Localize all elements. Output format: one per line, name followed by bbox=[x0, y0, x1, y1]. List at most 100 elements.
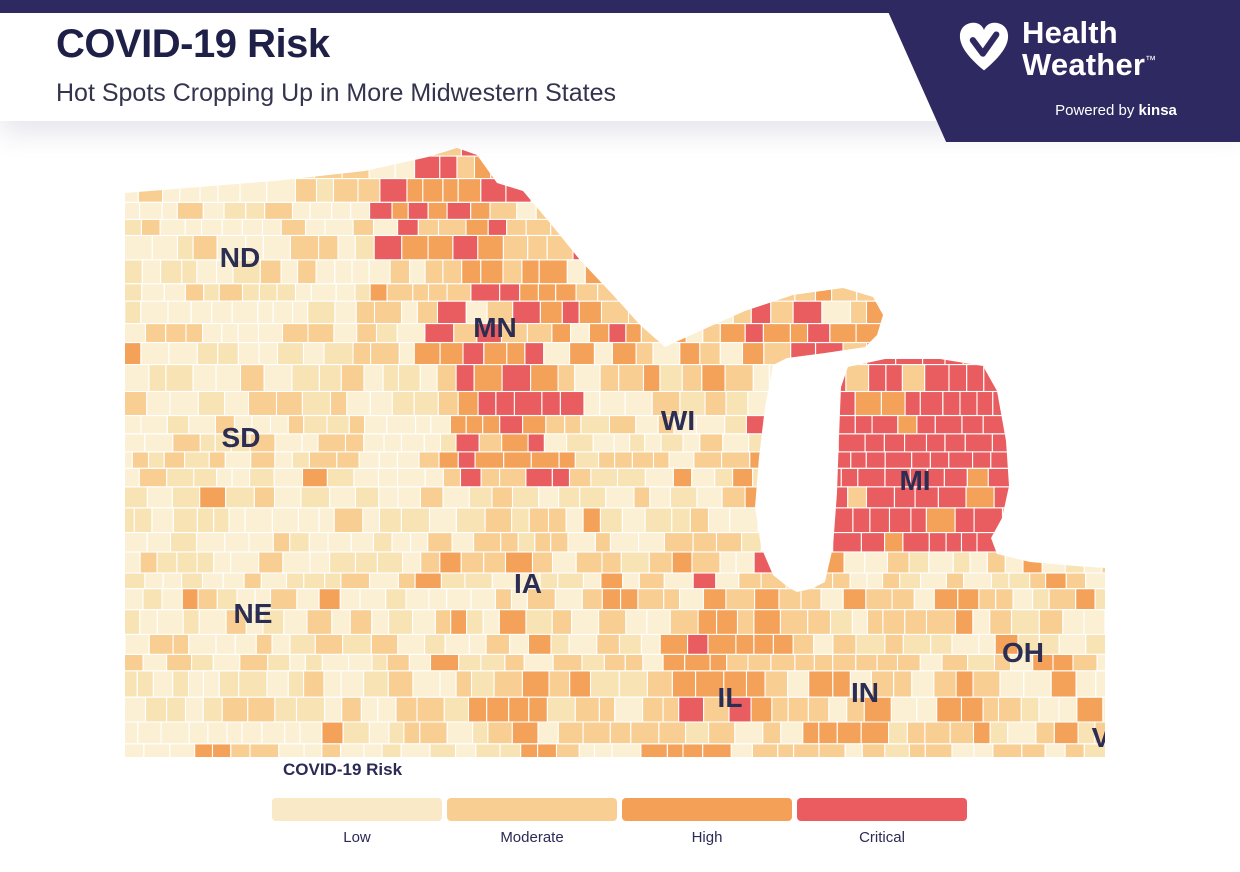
county-cell bbox=[854, 415, 873, 435]
county-cell bbox=[685, 323, 704, 344]
county-cell bbox=[593, 743, 613, 757]
heart-logo-icon bbox=[959, 22, 1009, 71]
county-cell bbox=[959, 390, 978, 417]
county-cell bbox=[992, 323, 1016, 344]
county-cell bbox=[456, 155, 476, 180]
county-cell bbox=[691, 155, 721, 180]
county-cell bbox=[163, 451, 186, 469]
county-cell bbox=[511, 486, 540, 509]
county-cell bbox=[439, 551, 462, 574]
county-cell bbox=[899, 148, 925, 157]
county-cell bbox=[684, 300, 705, 325]
county-cell bbox=[125, 507, 135, 534]
county-cell bbox=[945, 572, 965, 590]
brand-tagline-prefix: Powered by bbox=[1055, 102, 1139, 119]
county-cell bbox=[615, 218, 642, 237]
county-cell bbox=[753, 551, 778, 574]
county-cell bbox=[578, 300, 603, 325]
county-cell bbox=[125, 670, 138, 698]
county-cell bbox=[294, 283, 312, 302]
county-cell bbox=[437, 218, 467, 237]
county-cell bbox=[682, 743, 704, 757]
county-cell bbox=[489, 148, 517, 157]
county-cell bbox=[551, 551, 577, 574]
county-cell bbox=[318, 234, 339, 261]
county-cell bbox=[333, 323, 358, 344]
county-cell bbox=[428, 507, 457, 534]
county-cell bbox=[642, 234, 659, 261]
county-cell bbox=[588, 218, 617, 237]
county-cell bbox=[719, 551, 737, 574]
county-cell bbox=[378, 486, 399, 509]
county-cell bbox=[1086, 415, 1105, 435]
county-cell bbox=[222, 572, 245, 590]
county-cell bbox=[342, 148, 360, 157]
county-cell bbox=[412, 283, 430, 302]
county-cell bbox=[314, 633, 344, 655]
county-cell bbox=[936, 696, 963, 723]
county-cell bbox=[208, 451, 226, 469]
county-cell bbox=[218, 155, 239, 180]
county-cell bbox=[482, 415, 501, 435]
county-cell bbox=[642, 696, 664, 723]
county-cell bbox=[505, 178, 532, 203]
county-cell bbox=[687, 633, 709, 655]
county-cell bbox=[1096, 653, 1105, 672]
county-cell bbox=[752, 467, 782, 488]
county-cell bbox=[218, 283, 244, 302]
county-cell bbox=[185, 323, 204, 344]
county-cell bbox=[1032, 148, 1054, 157]
county-cell bbox=[125, 364, 150, 393]
county-cell bbox=[363, 433, 385, 453]
county-cell bbox=[266, 178, 297, 203]
county-cell bbox=[660, 148, 689, 157]
county-cell bbox=[1040, 234, 1064, 261]
county-cell bbox=[309, 551, 331, 574]
county-cell bbox=[557, 572, 585, 590]
county-cell bbox=[166, 696, 187, 723]
county-cell bbox=[580, 415, 611, 435]
county-cell bbox=[582, 507, 602, 534]
county-cell bbox=[791, 234, 820, 261]
county-cell bbox=[296, 588, 320, 611]
county-cell bbox=[734, 721, 764, 745]
county-cell bbox=[760, 572, 787, 590]
county-cell bbox=[819, 218, 841, 237]
county-cell bbox=[994, 259, 1024, 285]
county-cell bbox=[821, 551, 845, 574]
county-cell bbox=[685, 721, 710, 745]
county-cell bbox=[363, 743, 383, 757]
county-cell bbox=[884, 743, 910, 757]
county-cell bbox=[196, 259, 218, 285]
county-cell bbox=[144, 572, 164, 590]
county-cell bbox=[784, 364, 808, 393]
legend-label-low: Low bbox=[343, 829, 371, 846]
county-cell bbox=[1101, 551, 1105, 574]
county-cell bbox=[372, 532, 393, 553]
county-cell bbox=[640, 323, 662, 344]
county-cell bbox=[133, 507, 153, 534]
brand-panel: Health Weather™ Powered by kinsa bbox=[882, 0, 1240, 142]
county-cell bbox=[558, 486, 581, 509]
county-cell bbox=[193, 467, 218, 488]
county-cell bbox=[212, 653, 241, 672]
county-cell bbox=[704, 390, 727, 417]
county-cell bbox=[902, 633, 932, 655]
county-cell bbox=[495, 390, 516, 417]
county-cell bbox=[354, 486, 380, 509]
county-cell bbox=[1102, 696, 1105, 723]
county-cell bbox=[924, 743, 953, 757]
county-cell bbox=[541, 390, 561, 417]
county-cell bbox=[719, 342, 744, 366]
county-cell bbox=[887, 234, 906, 261]
county-cell bbox=[318, 507, 335, 534]
county-cell bbox=[546, 234, 574, 261]
county-cell bbox=[865, 486, 895, 509]
county-cell bbox=[753, 633, 774, 655]
county-cell bbox=[1058, 532, 1085, 553]
county-cell bbox=[657, 259, 675, 285]
county-cell bbox=[446, 721, 474, 745]
county-cell bbox=[340, 670, 365, 698]
county-cell bbox=[341, 155, 370, 180]
county-cell bbox=[581, 653, 605, 672]
